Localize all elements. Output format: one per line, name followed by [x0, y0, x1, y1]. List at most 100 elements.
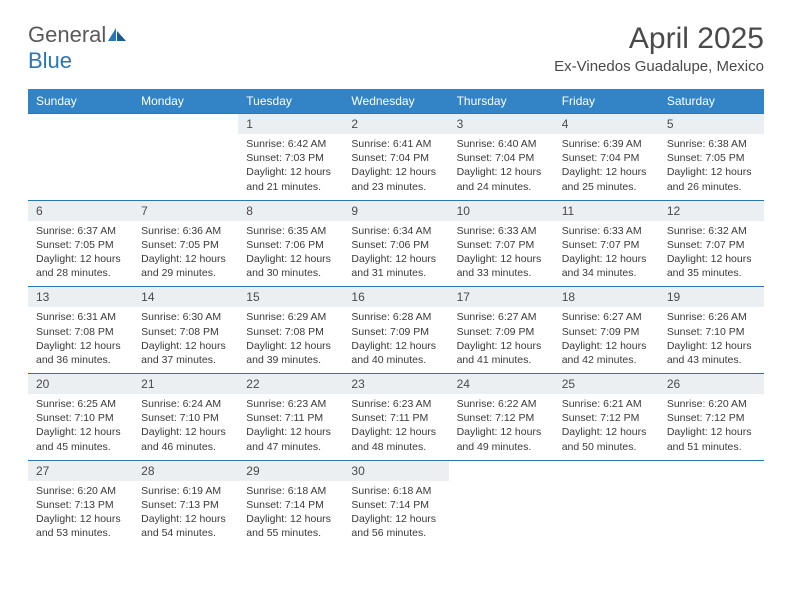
sunset-text: Sunset: 7:07 PM — [667, 238, 756, 252]
sunrise-text: Sunrise: 6:29 AM — [246, 310, 335, 324]
day-header: Wednesday — [343, 89, 448, 114]
daylight-text: Daylight: 12 hours and 37 minutes. — [141, 339, 230, 367]
logo-text-1: General — [28, 22, 106, 47]
sunset-text: Sunset: 7:07 PM — [562, 238, 651, 252]
day-content: Sunrise: 6:23 AMSunset: 7:11 PMDaylight:… — [343, 394, 448, 460]
calendar-week-row: 6Sunrise: 6:37 AMSunset: 7:05 PMDaylight… — [28, 200, 764, 287]
sunset-text: Sunset: 7:10 PM — [667, 325, 756, 339]
day-number: 29 — [238, 461, 343, 481]
day-number: 30 — [343, 461, 448, 481]
daylight-text: Daylight: 12 hours and 34 minutes. — [562, 252, 651, 280]
day-content: Sunrise: 6:19 AMSunset: 7:13 PMDaylight:… — [133, 481, 238, 547]
day-number: 5 — [659, 114, 764, 134]
calendar-day-cell: 28Sunrise: 6:19 AMSunset: 7:13 PMDayligh… — [133, 460, 238, 546]
daylight-text: Daylight: 12 hours and 29 minutes. — [141, 252, 230, 280]
day-content: Sunrise: 6:20 AMSunset: 7:12 PMDaylight:… — [659, 394, 764, 460]
sunset-text: Sunset: 7:08 PM — [246, 325, 335, 339]
daylight-text: Daylight: 12 hours and 55 minutes. — [246, 512, 335, 540]
day-content: Sunrise: 6:21 AMSunset: 7:12 PMDaylight:… — [554, 394, 659, 460]
sunset-text: Sunset: 7:07 PM — [457, 238, 546, 252]
daylight-text: Daylight: 12 hours and 47 minutes. — [246, 425, 335, 453]
day-number: 24 — [449, 374, 554, 394]
calendar-day-cell: 24Sunrise: 6:22 AMSunset: 7:12 PMDayligh… — [449, 374, 554, 461]
day-number: 9 — [343, 201, 448, 221]
daylight-text: Daylight: 12 hours and 53 minutes. — [36, 512, 125, 540]
day-content: Sunrise: 6:32 AMSunset: 7:07 PMDaylight:… — [659, 221, 764, 287]
day-content: Sunrise: 6:29 AMSunset: 7:08 PMDaylight:… — [238, 307, 343, 373]
sunrise-text: Sunrise: 6:32 AM — [667, 224, 756, 238]
day-number: 26 — [659, 374, 764, 394]
logo-text-2: Blue — [28, 48, 72, 73]
logo-sail-icon — [106, 22, 128, 48]
day-number: 23 — [343, 374, 448, 394]
calendar-day-cell: 6Sunrise: 6:37 AMSunset: 7:05 PMDaylight… — [28, 200, 133, 287]
day-number: 7 — [133, 201, 238, 221]
day-content: Sunrise: 6:33 AMSunset: 7:07 PMDaylight:… — [449, 221, 554, 287]
calendar-day-cell: 5Sunrise: 6:38 AMSunset: 7:05 PMDaylight… — [659, 114, 764, 201]
day-number: 6 — [28, 201, 133, 221]
daylight-text: Daylight: 12 hours and 50 minutes. — [562, 425, 651, 453]
sunset-text: Sunset: 7:09 PM — [457, 325, 546, 339]
day-header: Friday — [554, 89, 659, 114]
daylight-text: Daylight: 12 hours and 21 minutes. — [246, 165, 335, 193]
calendar-week-row: 27Sunrise: 6:20 AMSunset: 7:13 PMDayligh… — [28, 460, 764, 546]
daylight-text: Daylight: 12 hours and 56 minutes. — [351, 512, 440, 540]
calendar-day-cell: 25Sunrise: 6:21 AMSunset: 7:12 PMDayligh… — [554, 374, 659, 461]
sunrise-text: Sunrise: 6:30 AM — [141, 310, 230, 324]
calendar-day-cell: . — [133, 114, 238, 201]
sunrise-text: Sunrise: 6:38 AM — [667, 137, 756, 151]
sunrise-text: Sunrise: 6:20 AM — [667, 397, 756, 411]
daylight-text: Daylight: 12 hours and 24 minutes. — [457, 165, 546, 193]
day-number: 8 — [238, 201, 343, 221]
day-number: 11 — [554, 201, 659, 221]
sunrise-text: Sunrise: 6:27 AM — [457, 310, 546, 324]
day-content: Sunrise: 6:36 AMSunset: 7:05 PMDaylight:… — [133, 221, 238, 287]
day-content: Sunrise: 6:42 AMSunset: 7:03 PMDaylight:… — [238, 134, 343, 200]
daylight-text: Daylight: 12 hours and 39 minutes. — [246, 339, 335, 367]
sunrise-text: Sunrise: 6:42 AM — [246, 137, 335, 151]
day-content: Sunrise: 6:34 AMSunset: 7:06 PMDaylight:… — [343, 221, 448, 287]
calendar-day-cell: 29 Sunrise: 6:18 AMSunset: 7:14 PMDayligh… — [238, 460, 343, 546]
daylight-text: Daylight: 12 hours and 54 minutes. — [141, 512, 230, 540]
sunset-text: Sunset: 7:14 PM — [246, 498, 335, 512]
day-content: Sunrise: 6:28 AMSunset: 7:09 PMDaylight:… — [343, 307, 448, 373]
calendar-day-cell: 15Sunrise: 6:29 AMSunset: 7:08 PMDayligh… — [238, 287, 343, 374]
calendar-week-row: 13Sunrise: 6:31 AMSunset: 7:08 PMDayligh… — [28, 287, 764, 374]
daylight-text: Daylight: 12 hours and 25 minutes. — [562, 165, 651, 193]
day-content: Sunrise: 6:18 AMSunset: 7:14 PMDaylight:… — [343, 481, 448, 547]
calendar-body: ..1Sunrise: 6:42 AMSunset: 7:03 PMDaylig… — [28, 114, 764, 547]
sunrise-text: Sunrise: 6:41 AM — [351, 137, 440, 151]
calendar-day-cell: 26Sunrise: 6:20 AMSunset: 7:12 PMDayligh… — [659, 374, 764, 461]
calendar-day-cell: 11Sunrise: 6:33 AMSunset: 7:07 PMDayligh… — [554, 200, 659, 287]
sunset-text: Sunset: 7:14 PM — [351, 498, 440, 512]
location-text: Ex-Vinedos Guadalupe, Mexico — [554, 58, 764, 75]
sunrise-text: Sunrise: 6:31 AM — [36, 310, 125, 324]
sunrise-text: Sunrise: 6:20 AM — [36, 484, 125, 498]
page: GeneralBlue April 2025 Ex-Vinedos Guadal… — [0, 0, 792, 568]
day-content: Sunrise: 6:25 AMSunset: 7:10 PMDaylight:… — [28, 394, 133, 460]
sunrise-text: Sunrise: 6:33 AM — [457, 224, 546, 238]
daylight-text: Daylight: 12 hours and 31 minutes. — [351, 252, 440, 280]
daylight-text: Daylight: 12 hours and 45 minutes. — [36, 425, 125, 453]
calendar-day-cell: 27Sunrise: 6:20 AMSunset: 7:13 PMDayligh… — [28, 460, 133, 546]
daylight-text: Daylight: 12 hours and 35 minutes. — [667, 252, 756, 280]
calendar-week-row: ..1Sunrise: 6:42 AMSunset: 7:03 PMDaylig… — [28, 114, 764, 201]
day-number: 4 — [554, 114, 659, 134]
header-right: April 2025 Ex-Vinedos Guadalupe, Mexico — [554, 22, 764, 75]
sunset-text: Sunset: 7:06 PM — [351, 238, 440, 252]
daylight-text: Daylight: 12 hours and 46 minutes. — [141, 425, 230, 453]
sunset-text: Sunset: 7:05 PM — [36, 238, 125, 252]
daylight-text: Daylight: 12 hours and 33 minutes. — [457, 252, 546, 280]
sunset-text: Sunset: 7:08 PM — [36, 325, 125, 339]
sunrise-text: Sunrise: 6:18 AM — [246, 484, 335, 498]
sunrise-text: Sunrise: 6:27 AM — [562, 310, 651, 324]
daylight-text: Daylight: 12 hours and 36 minutes. — [36, 339, 125, 367]
day-number: 14 — [133, 287, 238, 307]
daylight-text: Daylight: 12 hours and 23 minutes. — [351, 165, 440, 193]
day-number: 27 — [28, 461, 133, 481]
day-number: 16 — [343, 287, 448, 307]
sunrise-text: Sunrise: 6:35 AM — [246, 224, 335, 238]
day-header: Tuesday — [238, 89, 343, 114]
calendar-day-cell: 30Sunrise: 6:18 AMSunset: 7:14 PMDayligh… — [343, 460, 448, 546]
sunrise-text: Sunrise: 6:23 AM — [246, 397, 335, 411]
